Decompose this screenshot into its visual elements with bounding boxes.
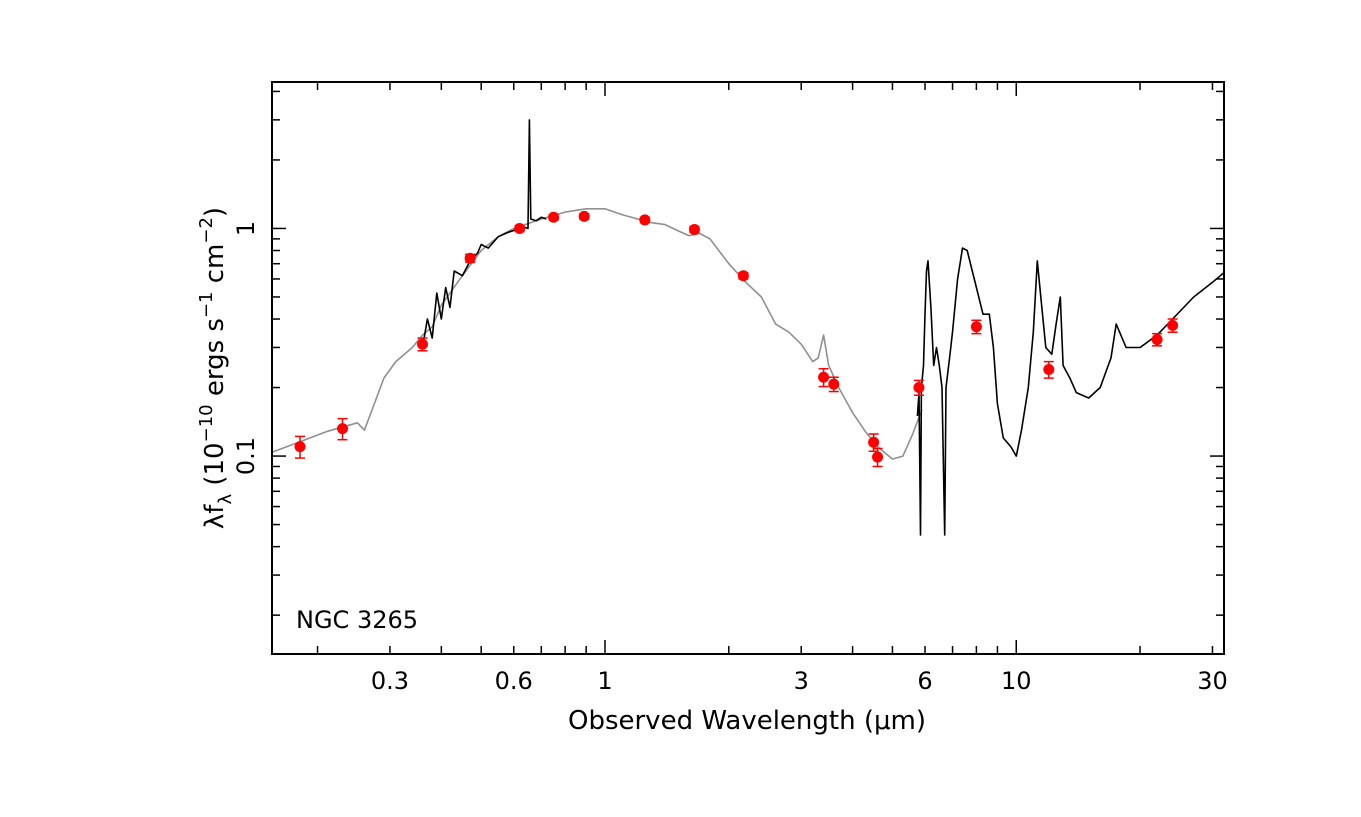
x-tick-label: 6 — [917, 667, 932, 695]
y-tick-label: 1 — [232, 221, 260, 236]
object-name-label: NGC 3265 — [296, 606, 418, 634]
y-tick-label: 0.1 — [232, 437, 260, 475]
photometry-point — [548, 211, 560, 223]
x-tick-label: 0.3 — [371, 667, 409, 695]
photometry-points-layer — [294, 210, 1179, 468]
photometry-point — [737, 270, 749, 282]
y-title-suffix: ) — [200, 207, 230, 217]
y-title-exp3: −2 — [196, 217, 217, 244]
x-tick-label: 1 — [597, 667, 612, 695]
photometry-point — [868, 436, 880, 448]
photometry-point — [294, 441, 306, 453]
photometry-point — [417, 338, 429, 350]
photometry-point — [336, 423, 348, 435]
photometry-point — [970, 321, 982, 333]
y-title-mid1: (10 — [200, 442, 230, 494]
y-title-exp1: −10 — [196, 404, 217, 442]
photometry-point — [818, 371, 830, 383]
major-ticks — [272, 82, 1224, 654]
photometry-point — [1043, 364, 1055, 376]
y-title-exp2: −1 — [196, 291, 217, 318]
photometry-point — [639, 214, 651, 226]
x-tick-label: 0.6 — [495, 667, 533, 695]
photometry-point — [514, 222, 526, 234]
x-tick-label: 30 — [1197, 667, 1228, 695]
x-tick-label: 10 — [1001, 667, 1032, 695]
y-title-sub: λ — [215, 494, 236, 505]
plot-frame — [271, 81, 1225, 655]
photometry-point — [688, 223, 700, 235]
y-title-mid2: ergs s — [200, 318, 230, 404]
photometry-point — [578, 210, 590, 222]
x-tick-label: 3 — [794, 667, 809, 695]
x-tick-labels: 0.3 0.6 1 3 6 10 30 — [371, 667, 1228, 695]
y-title-prefix: λf — [200, 504, 230, 529]
y-title-mid3: cm — [200, 244, 230, 292]
photometry-point — [828, 378, 840, 390]
photometry-point — [913, 382, 925, 394]
minor-ticks — [272, 82, 1224, 654]
x-axis-title: Observed Wavelength (μm) — [568, 706, 926, 736]
optical-spectrum-line — [421, 119, 547, 348]
photometry-point — [1167, 319, 1179, 331]
photometry-point — [1151, 334, 1163, 346]
y-axis-title: λfλ (10−10 ergs s−1 cm−2) — [196, 207, 236, 529]
photometry-point — [872, 451, 884, 463]
ir-spectrum-line — [916, 247, 1225, 536]
y-tick-labels: 0.11 — [232, 221, 260, 475]
spectrum-layer — [421, 119, 1225, 536]
photometry-point — [464, 252, 476, 264]
